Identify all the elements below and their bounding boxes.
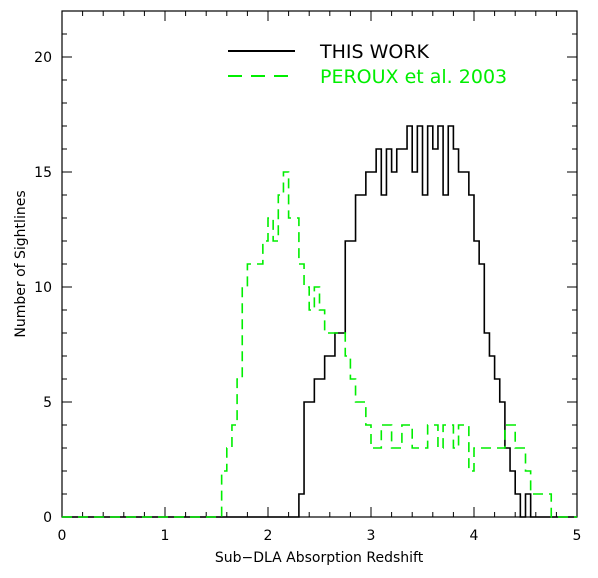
x-tick-label: 1 — [161, 528, 170, 544]
x-tick-label: 0 — [58, 528, 67, 544]
y-tick-label: 20 — [34, 50, 52, 66]
axis-ticks — [61, 10, 578, 518]
y-tick-label: 15 — [34, 165, 52, 181]
x-axis-label: Sub−DLA Absorption Redshift — [215, 550, 424, 566]
x-tick-label: 5 — [573, 528, 582, 544]
y-tick-label: 5 — [43, 395, 52, 411]
x-tick-label: 4 — [470, 528, 479, 544]
legend: THIS WORK PEROUX et al. 2003 — [228, 41, 507, 88]
axis-tick-labels: 0 1 2 3 4 5 0 5 10 15 20 — [34, 50, 581, 544]
series-layer — [62, 125, 577, 518]
series-line-peroux-2003 — [62, 171, 577, 518]
y-tick-label: 0 — [43, 510, 52, 526]
y-tick-label: 10 — [34, 280, 52, 296]
legend-label-peroux: PEROUX et al. 2003 — [320, 66, 507, 88]
series-line-this-work — [62, 125, 577, 518]
x-tick-label: 2 — [264, 528, 273, 544]
legend-label-this-work: THIS WORK — [319, 41, 430, 63]
y-axis-label: Number of Sightlines — [13, 190, 29, 337]
x-tick-label: 3 — [367, 528, 376, 544]
